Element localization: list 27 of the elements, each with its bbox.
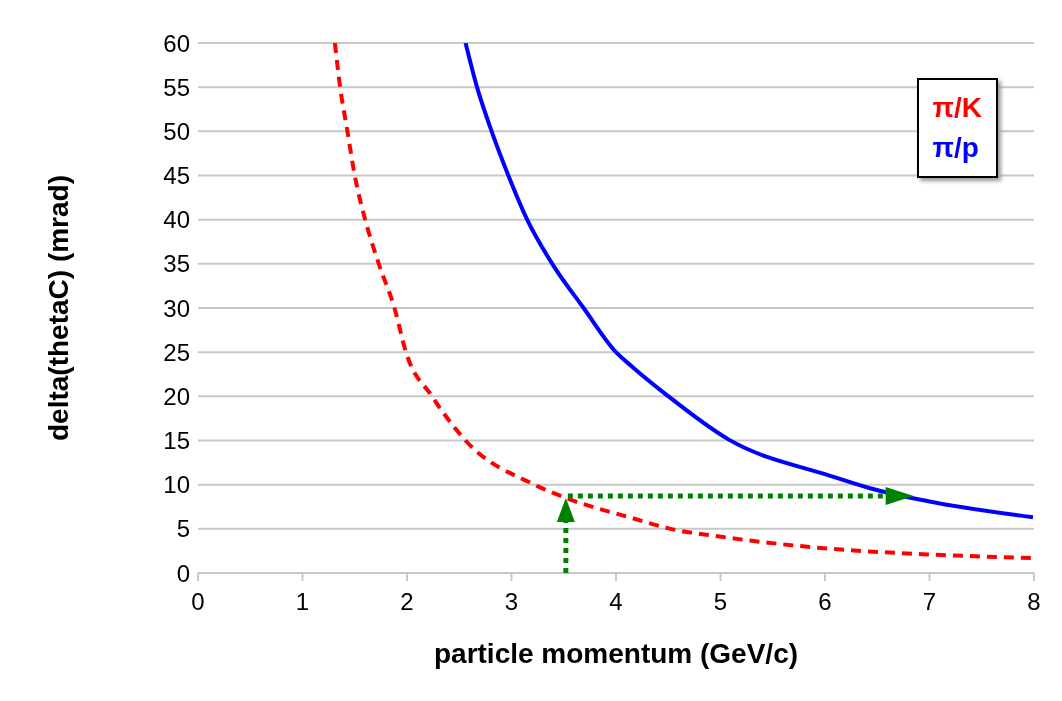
x-tick-label: 4 <box>609 588 623 616</box>
x-axis-title: particle momentum (GeV/c) <box>433 638 799 669</box>
y-tick-label: 30 <box>163 294 190 322</box>
y-tick-label: 15 <box>163 427 190 455</box>
y-axis-title: delta(thetaC) (mrad) <box>42 174 74 442</box>
x-tick-label: 7 <box>922 588 937 616</box>
x-tick-label: 1 <box>295 588 310 616</box>
line-series <box>332 43 1033 560</box>
y-tick-label: 20 <box>163 382 190 410</box>
y-tick-label: 60 <box>163 29 190 57</box>
y-tick-label: 45 <box>163 162 190 190</box>
y-tick-label: 5 <box>176 515 190 543</box>
x-tick-label: 5 <box>713 588 728 616</box>
x-tick-label: 2 <box>400 588 414 616</box>
x-tick-label: 3 <box>504 588 519 616</box>
y-tick-label: 50 <box>163 117 190 145</box>
y-tick-label: 10 <box>163 471 190 499</box>
line-series <box>463 43 1034 520</box>
x-tick-label: 8 <box>1027 588 1041 616</box>
x-tick-label: 6 <box>818 588 832 616</box>
text: π/K <box>932 91 982 125</box>
y-tick-label: 35 <box>163 250 190 278</box>
y-tick-label: 0 <box>176 559 190 587</box>
text: π/p <box>932 131 980 165</box>
y-tick-label: 55 <box>163 73 190 101</box>
y-tick-label: 25 <box>163 338 190 366</box>
y-tick-label: 40 <box>163 206 190 234</box>
